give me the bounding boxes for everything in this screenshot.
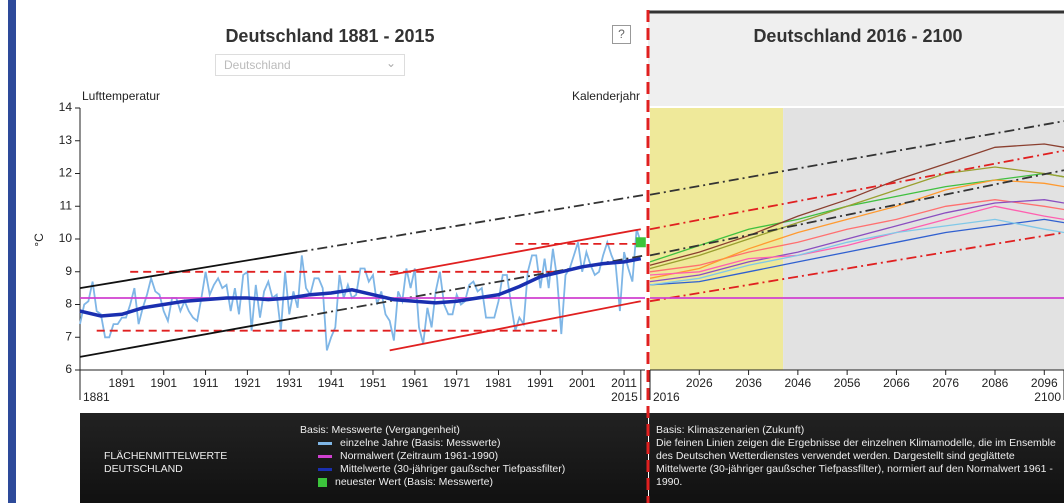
- future-header: [648, 12, 1064, 106]
- legend-swatch: [318, 455, 332, 458]
- legend-title: Basis: Messwerte (Vergangenheit): [300, 424, 460, 436]
- newest-value: [635, 237, 646, 248]
- range-label: 1881: [83, 390, 110, 404]
- line-series: [649, 199, 1064, 283]
- line-series: [649, 172, 1064, 263]
- line-series: [649, 218, 1064, 286]
- x-tick-label: 1901: [150, 376, 177, 390]
- x-tick-label: 1981: [485, 376, 512, 390]
- legend-item: Normalwert (Zeitraum 1961-1990): [318, 450, 640, 463]
- side-bar: [8, 0, 16, 503]
- past-legend: Basis: Messwerte (Vergangenheit) einzeln…: [300, 424, 640, 489]
- y-tick-label: 11: [60, 198, 73, 212]
- dropdown-arrow: ⌄: [385, 56, 396, 70]
- y-tick-label: 13: [59, 133, 73, 147]
- line-series: [649, 166, 1064, 270]
- legend: einzelne Jahre (Basis: Messwerte) Normalw…: [300, 437, 640, 489]
- legend-label: Mittelwerte (30-jähriger gaußscher Tiefp…: [340, 463, 566, 475]
- x-tick-label: 1911: [193, 376, 219, 390]
- line-series: [649, 143, 1064, 266]
- future-legend-title: Basis: Klimaszenarien (Zukunft): [656, 424, 805, 436]
- line-series: [649, 205, 1064, 276]
- future-title: Deutschland 2016 - 2100: [753, 26, 962, 46]
- help-button[interactable]: ?: [612, 25, 631, 44]
- past-info: [80, 413, 648, 503]
- x-tick-label: 2026: [686, 376, 713, 390]
- line-series: [649, 218, 1064, 286]
- dropdown-value: Deutschland: [224, 58, 291, 72]
- period-band: [783, 108, 1064, 370]
- y-tick-label: 7: [65, 329, 72, 343]
- y-tick-label: 6: [65, 362, 72, 376]
- y-tick-label: 9: [65, 264, 72, 278]
- y-unit: °C: [32, 233, 46, 247]
- line-series: [297, 193, 646, 253]
- x-tick-label: 1941: [318, 376, 345, 390]
- x-label: Kalenderjahr: [572, 89, 640, 103]
- past-title: Deutschland 1881 - 2015: [225, 26, 434, 46]
- y-label: Lufttemperatur: [82, 89, 160, 103]
- x-tick-label: 1921: [234, 376, 261, 390]
- line-series: [649, 231, 1064, 303]
- x-tick-label: 2036: [735, 376, 762, 390]
- future-note: Die feinen Linien zeigen die Ergebnisse …: [656, 437, 1056, 488]
- legend-item: Mittelwerte (30-jähriger gaußscher Tiefp…: [318, 463, 640, 476]
- line-series: [389, 228, 641, 276]
- range-label: 2016: [653, 390, 680, 404]
- period-band: [650, 108, 784, 370]
- range-label: 2015: [611, 390, 638, 404]
- x-tick-label: 2096: [1031, 376, 1058, 390]
- y-tick-label: 8: [65, 297, 72, 311]
- x-tick-label: 2001: [569, 376, 596, 390]
- legend-label: einzelne Jahre (Basis: Messwerte): [340, 437, 501, 449]
- line-series: [79, 251, 298, 289]
- legend-label: neuester Wert (Basis: Messwerte): [335, 476, 493, 488]
- line-series: [79, 256, 642, 318]
- legend-swatch: [318, 468, 332, 471]
- line-series: [389, 300, 641, 352]
- future-legend: Basis: Klimaszenarien (Zukunft) Die fein…: [656, 424, 1056, 489]
- x-tick-label: 2046: [785, 376, 812, 390]
- x-tick-label: 2086: [982, 376, 1009, 390]
- legend-swatch: [318, 478, 327, 487]
- x-tick-label: 1951: [360, 376, 387, 390]
- x-tick-label: 1991: [527, 376, 554, 390]
- legend-item: neuester Wert (Basis: Messwerte): [318, 476, 640, 489]
- x-tick-label: 1931: [276, 376, 303, 390]
- plot-layer: 6 7 8 9 10 11 12 13 14 1891 1901 1911 1921 1931 1941 19…: [59, 100, 1064, 404]
- x-tick-label: 2011: [611, 376, 637, 390]
- line-series: [79, 228, 642, 351]
- x-tick-label: 2066: [883, 376, 910, 390]
- x-tick-label: 1961: [401, 376, 428, 390]
- dropdown[interactable]: Deutschland ⌄: [215, 54, 405, 76]
- x-tick-label: 1891: [109, 376, 136, 390]
- line-series: [649, 179, 1064, 279]
- x-tick-label: 2076: [932, 376, 959, 390]
- y-tick-label: 12: [59, 166, 73, 180]
- x-tick-label: 2056: [834, 376, 861, 390]
- range-label: 2100: [1034, 390, 1061, 404]
- legend-swatch: [318, 442, 332, 445]
- legend-item: einzelne Jahre (Basis: Messwerte): [318, 437, 640, 450]
- x-tick-label: 1971: [443, 376, 470, 390]
- note-heading: FLÄCHENMITTELWERTE DEUTSCHLAND: [104, 450, 228, 475]
- legend-label: Normalwert (Zeitraum 1961-1990): [340, 450, 499, 462]
- line-series: [79, 316, 298, 358]
- future-info: [649, 413, 1064, 503]
- y-tick-label: 14: [59, 100, 73, 114]
- y-tick-label: 10: [59, 231, 73, 245]
